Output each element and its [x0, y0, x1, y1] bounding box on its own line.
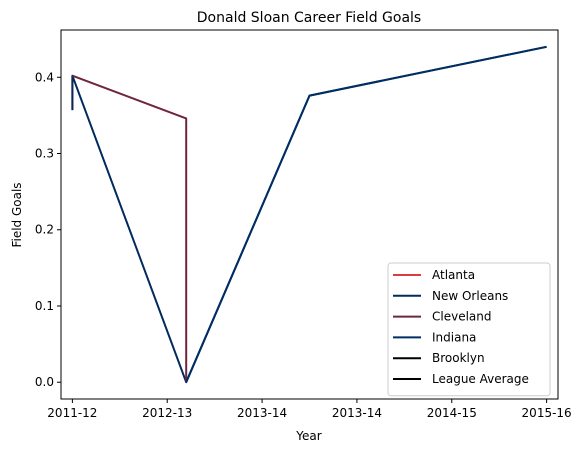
- legend-label: League Average: [432, 372, 529, 386]
- x-tick-label: 2013-14: [332, 406, 382, 420]
- axes: 2011-12 2012-13 2013-14 2013-14 2014-15 2015-…: [35, 29, 572, 420]
- plot-frame: [60, 29, 559, 400]
- chart-title: Donald Sloan Career Field Goals: [197, 10, 421, 26]
- x-tick-label: 2015-16: [522, 406, 572, 420]
- y-axis-label: Field Goals: [10, 182, 24, 247]
- legend-label: Atlanta: [432, 268, 475, 282]
- x-tick-label: 2014-15: [427, 406, 477, 420]
- legend-label: New Orleans: [432, 289, 508, 303]
- legend-box: [387, 262, 551, 397]
- y-tick-label: 0.2: [35, 223, 54, 237]
- legend-label: Brooklyn: [432, 351, 485, 365]
- legend-label: Cleveland: [432, 310, 492, 324]
- y-tick-label: 0.0: [35, 375, 54, 389]
- series-line-3: [185, 45, 547, 383]
- x-axis-label: Year: [295, 429, 321, 443]
- series-line-2: [72, 74, 188, 383]
- y-tick-label: 0.1: [35, 299, 54, 313]
- y-tick-label: 0.3: [35, 147, 54, 161]
- x-tick-label: 2012-13: [142, 406, 192, 420]
- x-tick-label: 2011-12: [47, 406, 97, 420]
- x-tick-label: 2013-14: [237, 406, 287, 420]
- legend-label: Indiana: [432, 330, 476, 344]
- y-tick-label: 0.4: [35, 70, 54, 84]
- plot-area: [71, 45, 547, 384]
- legend: Atlanta New Orleans Cleveland Indiana Brookl…: [387, 262, 551, 397]
